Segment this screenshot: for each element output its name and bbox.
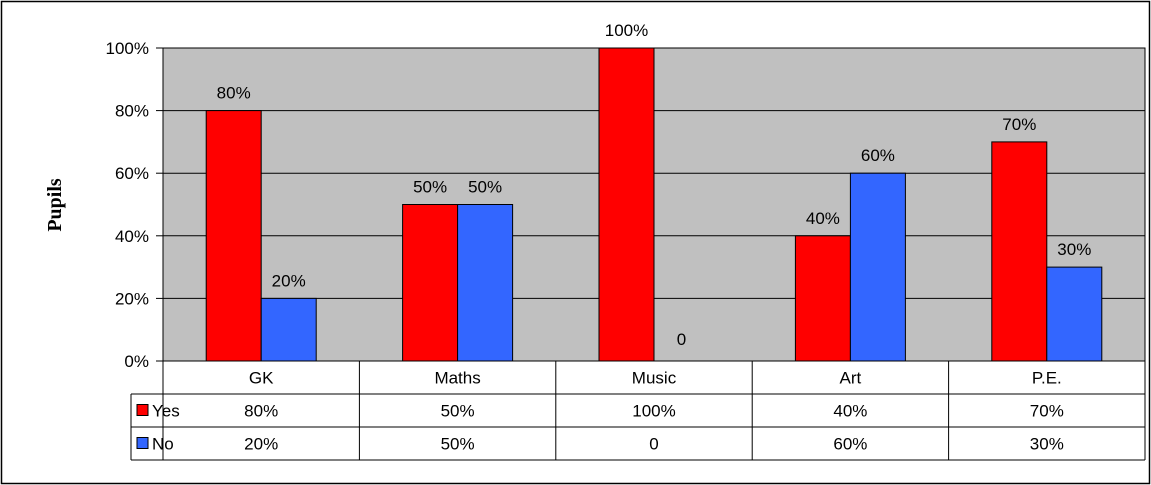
data-label-no-1: 50% [468, 178, 502, 197]
legend-label-yes: Yes [152, 402, 180, 421]
table-cell-no-1: 50% [441, 435, 475, 454]
category-label: GK [249, 369, 274, 388]
bar-yes-1 [402, 204, 459, 362]
y-tick-label: 0% [124, 352, 149, 371]
y-tick-label: 60% [115, 164, 149, 183]
table-cell-no-0: 20% [244, 435, 278, 454]
data-label-no-0: 20% [272, 271, 306, 290]
bar-no-4 [1046, 266, 1103, 362]
legend-key-yes [136, 404, 149, 416]
y-axis-label: Pupils [44, 178, 66, 232]
data-label-yes-3: 40% [806, 209, 840, 228]
table-cell-no-3: 60% [833, 435, 867, 454]
bar-yes-2 [598, 47, 655, 362]
table-cell-no-2: 0 [649, 435, 658, 454]
legend-label-no: No [152, 435, 174, 454]
y-tick-label: 100% [106, 39, 149, 58]
data-label-yes-0: 80% [217, 84, 251, 103]
y-tick-label: 80% [115, 102, 149, 121]
table-cell-no-4: 30% [1030, 435, 1064, 454]
data-table: GK Maths Music Art P.E. Yes 80% 50% 100% 40% 70% No… [130, 360, 1146, 461]
data-label-yes-4: 70% [1002, 115, 1036, 134]
bar-yes-0 [205, 110, 262, 362]
bar-yes-3 [794, 235, 851, 362]
category-label: Maths [434, 369, 480, 388]
data-label-no-3: 60% [861, 146, 895, 165]
table-cell-yes-1: 50% [441, 402, 475, 421]
legend-key-no [136, 437, 149, 449]
table-cell-yes-0: 80% [244, 402, 278, 421]
table-cell-yes-4: 70% [1030, 402, 1064, 421]
category-label: P.E. [1032, 369, 1062, 388]
plot-area: 0% 20% 40% 60% 80% 100% 80% 20% 50% 50% 100% 0 40% 60… [106, 21, 1146, 371]
bar-no-1 [457, 204, 514, 362]
data-label-no-2: 0 [677, 330, 686, 349]
bar-no-3 [849, 172, 906, 362]
data-label-yes-2: 100% [605, 21, 648, 40]
bar-yes-4 [991, 141, 1048, 362]
table-cell-yes-2: 100% [632, 402, 675, 421]
category-label: Art [840, 369, 862, 388]
data-label-no-4: 30% [1057, 240, 1091, 259]
table-cell-yes-3: 40% [833, 402, 867, 421]
y-tick-label: 40% [115, 227, 149, 246]
y-tick-label: 20% [115, 289, 149, 308]
bar-no-0 [260, 297, 317, 362]
category-label: Music [632, 369, 677, 388]
data-label-yes-1: 50% [413, 178, 447, 197]
